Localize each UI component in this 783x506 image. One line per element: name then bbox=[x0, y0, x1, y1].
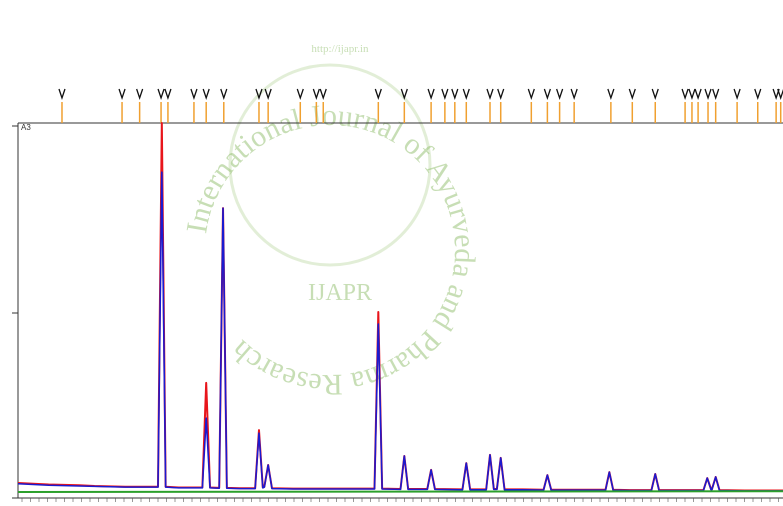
reflection-marker bbox=[220, 88, 228, 101]
watermark-logo: IJAPR bbox=[308, 280, 372, 306]
pattern-line bbox=[17, 122, 783, 492]
pattern-label: A3 bbox=[21, 123, 31, 132]
pattern-line bbox=[17, 490, 783, 493]
reflection-marker bbox=[607, 88, 615, 101]
reflection-marker bbox=[451, 88, 459, 101]
reflection-marker bbox=[712, 88, 720, 101]
reflection-marker bbox=[462, 88, 470, 101]
reflection-marker bbox=[164, 88, 172, 101]
reflection-marker bbox=[733, 88, 741, 101]
reflection-marker bbox=[255, 88, 263, 101]
watermark-url: http://ijapr.in bbox=[311, 43, 369, 55]
reflection-marker bbox=[190, 88, 198, 101]
reflection-marker bbox=[704, 88, 712, 101]
reflection-marker bbox=[312, 88, 320, 101]
watermark-ring bbox=[228, 63, 432, 267]
reflection-marker bbox=[296, 88, 304, 101]
reflection-marker bbox=[400, 88, 408, 101]
reflection-marker bbox=[688, 88, 696, 101]
reflection-marker bbox=[777, 88, 783, 101]
reflection-marker bbox=[118, 88, 126, 101]
reflection-marker bbox=[681, 88, 689, 101]
reflection-marker bbox=[427, 88, 435, 101]
reflection-marker bbox=[628, 88, 636, 101]
reflection-marker bbox=[441, 88, 449, 101]
reflection-marker bbox=[694, 88, 702, 101]
reflection-marker bbox=[136, 88, 144, 101]
reflection-marker bbox=[497, 88, 505, 101]
reflection-marker bbox=[486, 88, 494, 101]
reflection-marker bbox=[319, 88, 327, 101]
reflection-marker bbox=[157, 88, 165, 101]
reflection-marker bbox=[58, 88, 66, 101]
reflection-marker bbox=[651, 88, 659, 101]
reflection-marker bbox=[570, 88, 578, 101]
reflection-marker bbox=[264, 88, 272, 101]
reflection-marker bbox=[556, 88, 564, 101]
pattern-line bbox=[17, 171, 783, 492]
reflection-marker bbox=[754, 88, 762, 101]
reflection-marker bbox=[527, 88, 535, 101]
reflection-marker bbox=[374, 88, 382, 101]
reflection-marker bbox=[543, 88, 551, 101]
reflection-marker bbox=[202, 88, 210, 101]
